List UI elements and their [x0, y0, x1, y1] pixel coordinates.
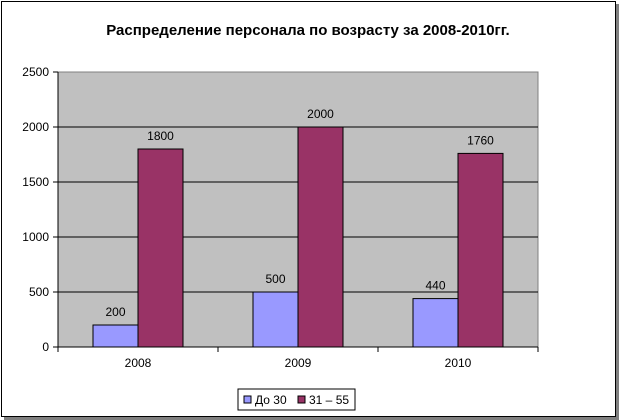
y-tick-label: 2500 — [22, 65, 49, 79]
x-tick-label: 2010 — [445, 356, 472, 370]
data-label: 2000 — [307, 107, 334, 121]
x-tick-label: 2009 — [285, 356, 312, 370]
bar-chart: Распределение персонала по возрасту за 2… — [22, 22, 539, 411]
axes: 0 500 1000 1500 2000 2500 2008 2009 2010 — [22, 65, 539, 370]
bars — [92, 126, 504, 348]
legend-label: До 30 — [255, 393, 287, 407]
legend-label: 31 – 55 — [309, 393, 349, 407]
bar-2009-series-1 — [252, 291, 299, 348]
y-tick-label: 2000 — [22, 120, 49, 134]
y-tick-label: 0 — [42, 340, 49, 354]
legend: До 30 31 – 55 — [237, 388, 356, 411]
data-label: 500 — [265, 272, 285, 286]
x-tick-label: 2008 — [125, 356, 152, 370]
data-label: 1760 — [467, 133, 494, 147]
data-label: 1800 — [147, 129, 174, 143]
bar-2010-series-1 — [412, 298, 459, 348]
y-tick-label: 500 — [29, 285, 49, 299]
bar-2008-series-2 — [137, 148, 184, 348]
data-labels: 200 1800 500 2000 440 1760 — [105, 107, 494, 319]
chart-title: Распределение персонала по возрасту за 2… — [106, 22, 509, 39]
legend-swatch — [243, 395, 252, 404]
legend-swatch — [297, 395, 306, 404]
y-tick-label: 1000 — [22, 230, 49, 244]
bar-2010-series-2 — [457, 152, 504, 348]
data-label: 200 — [105, 305, 125, 319]
y-tick-label: 1500 — [22, 175, 49, 189]
data-label: 440 — [425, 279, 445, 293]
bar-2008-series-1 — [92, 324, 139, 348]
bar-2009-series-2 — [297, 126, 344, 348]
legend-box — [237, 388, 356, 411]
